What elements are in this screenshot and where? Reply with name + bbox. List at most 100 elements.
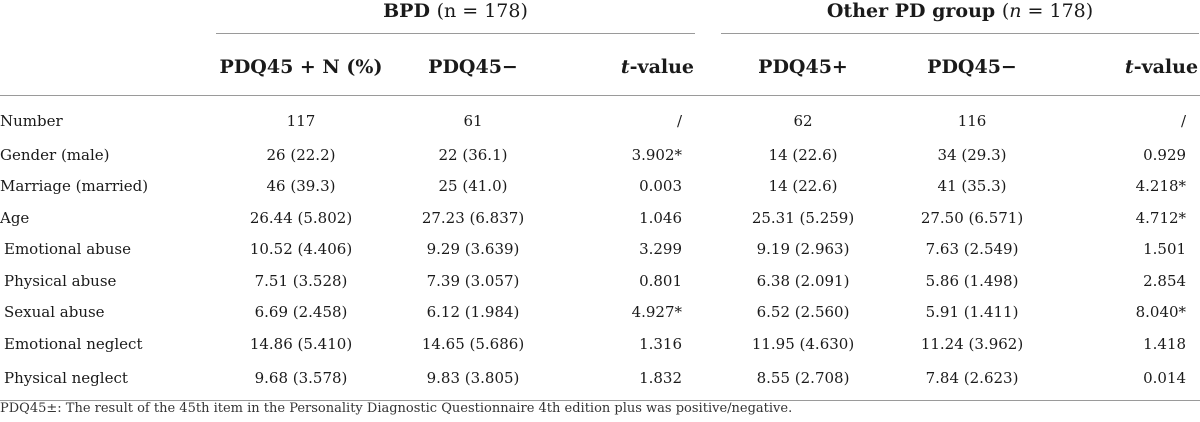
bpd-pos-cell: 26.44 (5.802) [249,208,353,227]
table-body: Number 117 61 / 62 116 / Gender (male) 26 (22.2)… [0,96,1200,401]
results-table: BPD (n = 178) Other PD group (n = 178) P… [0,0,1200,401]
other-neg-cell: 5.91 (1.411) [925,303,1019,322]
other-t-cell: 0.929 [1143,145,1187,164]
other-neg-cell: 27.50 (6.571) [920,208,1024,227]
results-table-container: BPD (n = 178) Other PD group (n = 178) P… [0,0,1200,401]
bpd-t-cell: 3.299 [639,240,683,259]
row-label: Emotional neglect [4,334,143,353]
bpd-pos-cell: 117 [286,111,316,130]
other-pos-cell: 25.31 (5.259) [751,208,855,227]
other-pos-cell: 11.95 (4.630) [751,334,855,353]
other-t-cell: 1.501 [1143,240,1187,259]
other-n-prefix: ( [1001,0,1010,22]
bpd-t-cell: 3.902* [631,145,683,164]
table-row: Emotional neglect 14.86 (5.410) 14.65 (5.6… [0,328,1200,360]
bpd-pos-cell: 46 (39.3) [266,177,336,196]
col-bpd-pos: PDQ45 + N (%) [215,39,387,96]
other-pos-cell: 8.55 (2.708) [720,359,887,401]
col-other-pos: PDQ45+ [720,39,887,96]
bpd-pos-cell: 26 (22.2) [266,145,336,164]
gap [696,265,720,297]
group-gap [696,0,720,39]
row-label: Emotional abuse [4,240,132,259]
table-row: Emotional abuse 10.52 (4.406) 9.29 (3.639)… [0,234,1200,266]
row-label: Sexual abuse [4,303,105,322]
table-row: Number 117 61 / 62 116 / [0,96,1200,140]
other-group-rule [721,33,1200,34]
row-label: Marriage (married) [0,177,149,196]
other-t-cell: 8.040* [1135,303,1187,322]
gap [696,171,720,203]
t-suffix: -value [1133,56,1199,78]
table-row: Age 26.44 (5.802) 27.23 (6.837) 1.046 25.31 … [0,202,1200,234]
other-t-cell: 4.712* [1135,208,1187,227]
bpd-t-cell: 1.046 [639,208,683,227]
bpd-pos-cell: 14.86 (5.410) [249,334,353,353]
bpd-neg-cell: 9.83 (3.805) [387,359,559,401]
table-row: Sexual abuse 6.69 (2.458) 6.12 (1.984) 4.92… [0,297,1200,329]
other-neg-cell: 7.63 (2.549) [925,240,1019,259]
bpd-t-cell: 0.003 [639,177,683,196]
table-footnote: PDQ45±: The result of the 45th item in t… [0,401,793,416]
other-pos-cell: 14 (22.6) [768,145,838,164]
col-bpd-t: t-value [559,39,697,96]
bpd-t-cell: 0.801 [639,271,683,290]
row-label: Age [0,208,30,227]
table-row: Physical abuse 7.51 (3.528) 7.39 (3.057) 0.… [0,265,1200,297]
table-row: Marriage (married) 46 (39.3) 25 (41.0) 0.00… [0,171,1200,203]
other-t-cell: 0.014 [1058,359,1200,401]
bpd-neg-cell: 25 (41.0) [438,177,508,196]
row-label: Physical neglect [0,359,215,401]
bpd-group-label: BPD [383,0,430,22]
empty-corner [0,0,215,39]
t-italic: t [1124,56,1134,78]
bpd-neg-cell: 9.29 (3.639) [426,240,520,259]
other-neg-cell: 7.84 (2.623) [886,359,1059,401]
bpd-t-cell: / [676,111,683,130]
bpd-group-rule [216,33,696,34]
bpd-t-cell: 1.832 [559,359,697,401]
row-label: Gender (male) [0,145,110,164]
other-t-cell: 2.854 [1143,271,1187,290]
other-neg-cell: 5.86 (1.498) [925,271,1019,290]
row-label: Number [0,111,63,130]
gap [696,359,721,401]
other-pos-cell: 9.19 (2.963) [756,240,850,259]
table-row: Gender (male) 26 (22.2) 22 (36.1) 3.902* 14 … [0,139,1200,171]
table-row: Physical neglect 9.68 (3.578) 9.83 (3.805)… [0,359,1200,401]
other-neg-cell: 41 (35.3) [937,177,1007,196]
bpd-neg-cell: 7.39 (3.057) [426,271,520,290]
bpd-neg-cell: 61 [463,111,483,130]
bpd-t-cell: 1.316 [639,334,683,353]
other-pos-cell: 14 (22.6) [768,177,838,196]
other-pos-cell: 6.52 (2.560) [756,303,850,322]
bpd-neg-cell: 6.12 (1.984) [426,303,520,322]
col-gap [696,39,721,96]
other-pos-cell: 62 [793,111,813,130]
other-n-italic: n [1009,0,1022,22]
bpd-neg-cell: 22 (36.1) [438,145,508,164]
column-header-row: PDQ45 + N (%) PDQ45− t-value PDQ45+ PDQ4… [0,39,1200,96]
gap [696,96,720,140]
bpd-pos-cell: 6.69 (2.458) [254,303,348,322]
gap [696,139,720,171]
other-n-suffix: = 178) [1021,0,1094,22]
bpd-pos-cell: 7.51 (3.528) [254,271,348,290]
t-italic: t [620,56,630,78]
other-group-label: Other PD group [826,0,996,22]
bpd-pos-cell: 10.52 (4.406) [249,240,353,259]
other-neg-cell: 11.24 (3.962) [920,334,1024,353]
col-other-neg: PDQ45− [886,39,1059,96]
other-neg-cell: 116 [957,111,987,130]
other-neg-cell: 34 (29.3) [937,145,1007,164]
other-t-cell: / [1180,111,1187,130]
gap [696,328,720,360]
bpd-neg-cell: 14.65 (5.686) [421,334,525,353]
other-t-cell: 1.418 [1143,334,1187,353]
col-other-t: t-value [1058,39,1200,96]
gap [696,202,720,234]
group-header-row: BPD (n = 178) Other PD group (n = 178) [0,0,1200,39]
other-group-header: Other PD group (n = 178) [720,0,1200,39]
other-t-cell: 4.218* [1135,177,1187,196]
other-pos-cell: 6.38 (2.091) [756,271,850,290]
